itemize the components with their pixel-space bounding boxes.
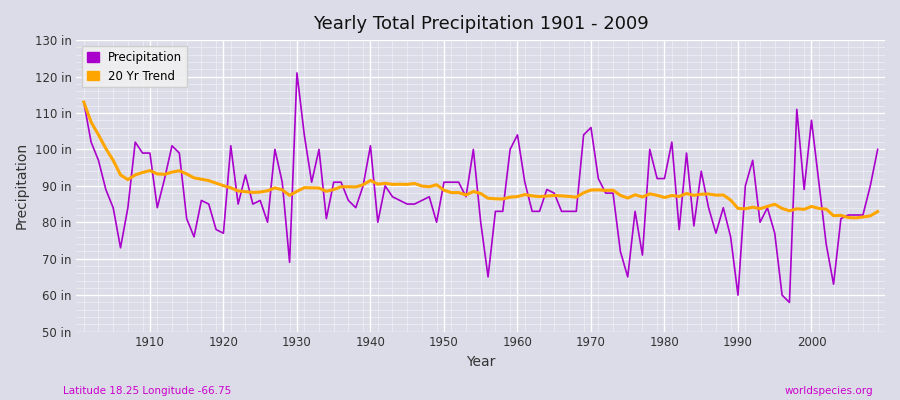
X-axis label: Year: Year	[466, 355, 495, 369]
Y-axis label: Precipitation: Precipitation	[15, 142, 29, 230]
Text: worldspecies.org: worldspecies.org	[785, 386, 873, 396]
Legend: Precipitation, 20 Yr Trend: Precipitation, 20 Yr Trend	[82, 46, 187, 87]
Title: Yearly Total Precipitation 1901 - 2009: Yearly Total Precipitation 1901 - 2009	[313, 15, 649, 33]
Text: Latitude 18.25 Longitude -66.75: Latitude 18.25 Longitude -66.75	[63, 386, 231, 396]
